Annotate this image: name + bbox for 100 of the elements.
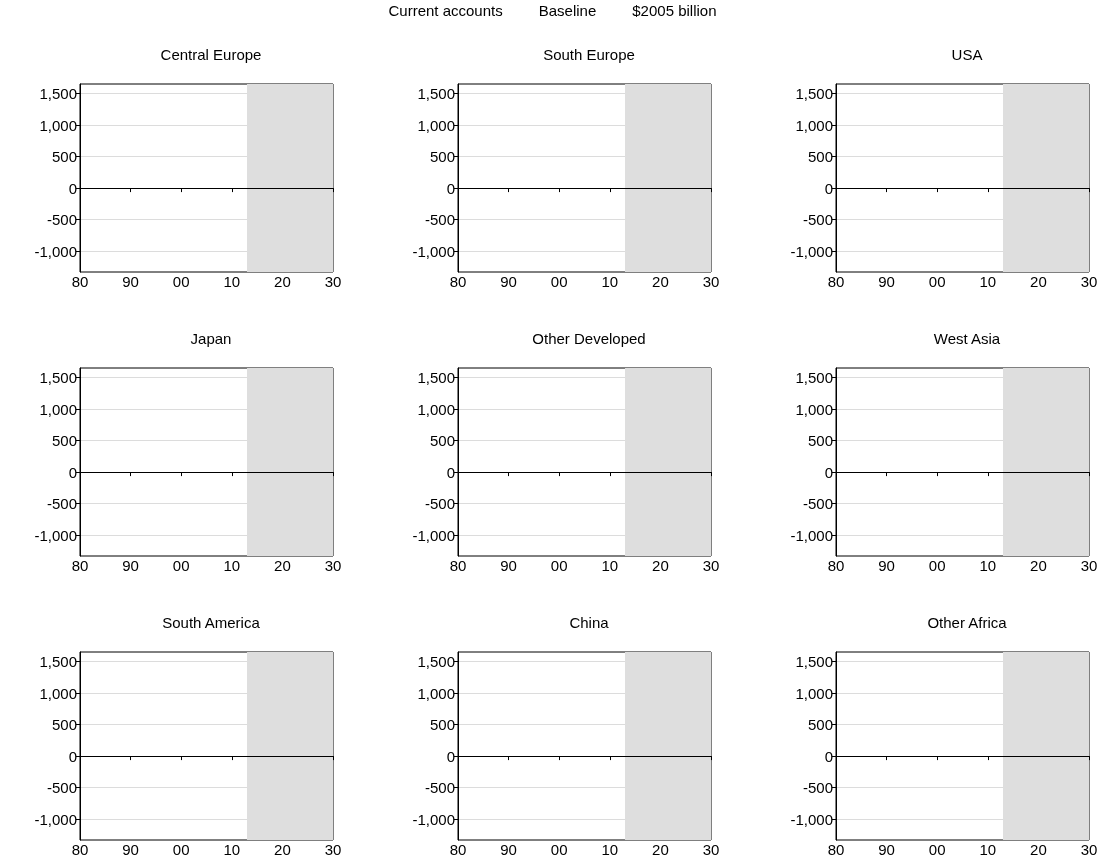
x-tick-label: 90: [122, 273, 139, 290]
x-tick-label: 80: [827, 273, 845, 290]
x-tick-label: 30: [702, 841, 720, 858]
x-tick-label: 80: [449, 273, 467, 290]
chart-title: Japan: [190, 330, 232, 347]
x-tick-label: 20: [1030, 273, 1047, 290]
y-tick-label: 500: [429, 432, 455, 450]
x-tick-label: 30: [702, 557, 720, 574]
x-tick-label: 00: [928, 841, 946, 858]
y-tick-label: -500: [46, 211, 77, 229]
chart-title: Other Africa: [927, 614, 1008, 631]
y-tick-label: 0: [824, 179, 833, 197]
x-tick-label: 80: [827, 841, 845, 858]
y-tick-label: 0: [824, 463, 833, 481]
x-tick-label: 10: [979, 557, 997, 574]
y-tick-label: -1,000: [790, 526, 833, 544]
x-tick-label: 10: [601, 273, 619, 290]
y-tick-label: 500: [51, 148, 77, 166]
x-tick-label: 20: [1030, 841, 1047, 858]
y-tick-label: 0: [68, 747, 77, 765]
x-tick-label: 30: [1080, 273, 1098, 290]
x-tick-label: 20: [652, 273, 669, 290]
x-tick-label: 80: [71, 841, 89, 858]
x-tick-label: 00: [550, 841, 568, 858]
x-tick-label: 00: [550, 557, 568, 574]
x-tick-label: 00: [928, 557, 946, 574]
x-tick-label: 10: [979, 273, 997, 290]
x-tick-label: 30: [1080, 841, 1098, 858]
y-tick-label: 1,500: [795, 652, 833, 670]
y-tick-label: 1,000: [39, 684, 77, 702]
chart-title: South America: [162, 614, 261, 631]
y-tick-label: 1,500: [417, 84, 455, 102]
x-tick-label: 10: [223, 557, 241, 574]
y-tick-label: 1,000: [39, 400, 77, 418]
y-tick-label: 1,000: [39, 116, 77, 134]
x-tick-label: 90: [122, 841, 139, 858]
y-tick-label: 0: [824, 747, 833, 765]
x-tick-label: 90: [500, 273, 517, 290]
x-tick-label: 10: [223, 273, 241, 290]
y-tick-label: -1,000: [412, 810, 455, 828]
x-tick-label: 20: [652, 841, 669, 858]
y-tick-label: 1,500: [39, 84, 77, 102]
y-tick-label: -500: [424, 211, 455, 229]
x-tick-label: 80: [827, 557, 845, 574]
text: $2005 billion: [632, 2, 717, 19]
y-tick-label: 0: [446, 747, 455, 765]
x-tick-label: 90: [878, 841, 895, 858]
text: Baseline: [538, 2, 597, 19]
y-tick-label: 1,500: [417, 652, 455, 670]
x-tick-label: 10: [601, 841, 619, 858]
x-tick-label: 90: [500, 841, 517, 858]
y-tick-label: -1,000: [790, 810, 833, 828]
y-tick-label: 1,000: [417, 684, 455, 702]
y-tick-label: 500: [429, 148, 455, 166]
x-tick-label: 90: [878, 557, 895, 574]
y-tick-label: 0: [68, 463, 77, 481]
y-tick-label: -500: [802, 211, 833, 229]
x-tick-label: 10: [223, 841, 241, 858]
x-tick-label: 00: [172, 273, 190, 290]
x-tick-label: 00: [172, 557, 190, 574]
y-tick-label: -1,000: [412, 242, 455, 260]
x-tick-label: 80: [71, 557, 89, 574]
y-tick-label: -1,000: [34, 526, 77, 544]
y-tick-label: 1,500: [795, 84, 833, 102]
y-tick-label: 1,000: [417, 116, 455, 134]
x-tick-label: 30: [324, 557, 342, 574]
y-tick-label: -1,000: [34, 242, 77, 260]
x-tick-label: 30: [1080, 557, 1098, 574]
y-tick-label: 1,000: [795, 400, 833, 418]
chart-title: Other Developed: [532, 330, 646, 347]
x-tick-label: 90: [878, 273, 895, 290]
y-tick-label: 0: [68, 179, 77, 197]
x-tick-label: 80: [71, 273, 89, 290]
x-tick-label: 20: [652, 557, 669, 574]
y-tick-label: 500: [807, 716, 833, 734]
x-tick-label: 80: [449, 557, 467, 574]
x-tick-label: 90: [122, 557, 139, 574]
x-tick-label: 00: [928, 273, 946, 290]
y-tick-label: 1,500: [39, 652, 77, 670]
y-tick-label: -500: [424, 495, 455, 513]
chart-title: USA: [951, 46, 983, 63]
x-tick-label: 30: [702, 273, 720, 290]
x-tick-label: 20: [274, 273, 291, 290]
y-tick-label: 1,500: [39, 368, 77, 386]
y-tick-label: 0: [446, 179, 455, 197]
x-tick-label: 10: [979, 841, 997, 858]
y-tick-label: 1,500: [417, 368, 455, 386]
y-tick-label: 500: [807, 432, 833, 450]
y-tick-label: 500: [51, 716, 77, 734]
x-tick-label: 30: [324, 841, 342, 858]
y-tick-label: 500: [807, 148, 833, 166]
chart-title: China: [569, 614, 610, 631]
x-tick-label: 20: [274, 841, 291, 858]
x-tick-label: 20: [274, 557, 291, 574]
text: Current accounts: [388, 2, 503, 19]
y-tick-label: -500: [46, 495, 77, 513]
y-tick-label: 500: [429, 716, 455, 734]
chart-title: West Asia: [933, 330, 1001, 347]
y-tick-label: -500: [802, 495, 833, 513]
chart-title: South Europe: [543, 46, 635, 63]
